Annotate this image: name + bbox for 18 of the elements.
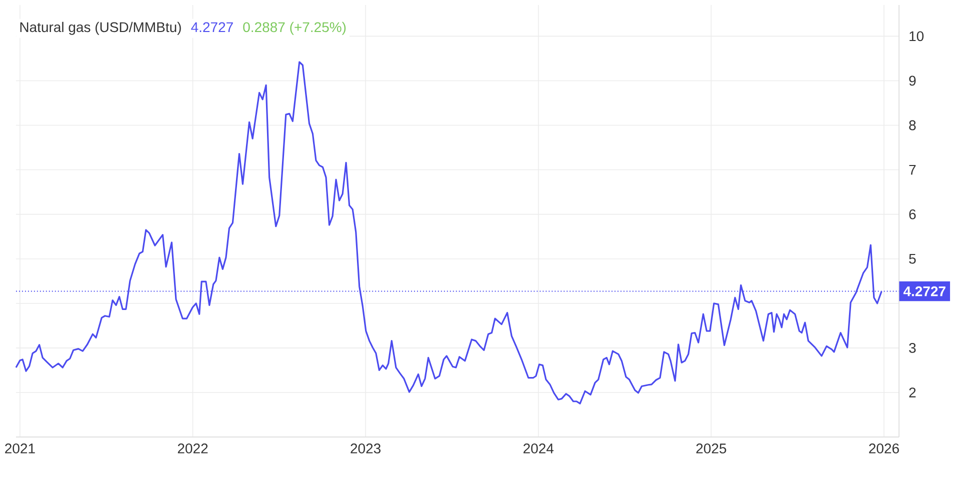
y-tick-label: 7 — [909, 164, 916, 175]
x-tick-label: 2024 — [524, 444, 554, 454]
y-tick-label: 9 — [909, 76, 916, 86]
y-tick-label: 2 — [909, 388, 916, 398]
y-tick-label: 8 — [909, 120, 916, 130]
x-tick-label: 2026 — [869, 444, 899, 454]
x-tick-label: 2023 — [350, 444, 381, 454]
annotation: 4.2727 — [191, 22, 233, 32]
y-tick-label: 10 — [910, 31, 924, 42]
y-tick-label: 6 — [909, 209, 916, 220]
x-tick-label: 2025 — [696, 444, 726, 454]
y-tick-label: 3 — [909, 342, 916, 353]
y-tick-label: 5 — [909, 254, 916, 264]
x-tick-label: 2022 — [178, 444, 208, 454]
x-tick-label: 2021 — [5, 444, 35, 454]
annotation: 0.2887 (+7.25%) — [243, 22, 346, 35]
text: Natural gas (USD/MMBtu) — [20, 22, 181, 35]
ref-line-label: 4.2727 — [903, 286, 946, 296]
